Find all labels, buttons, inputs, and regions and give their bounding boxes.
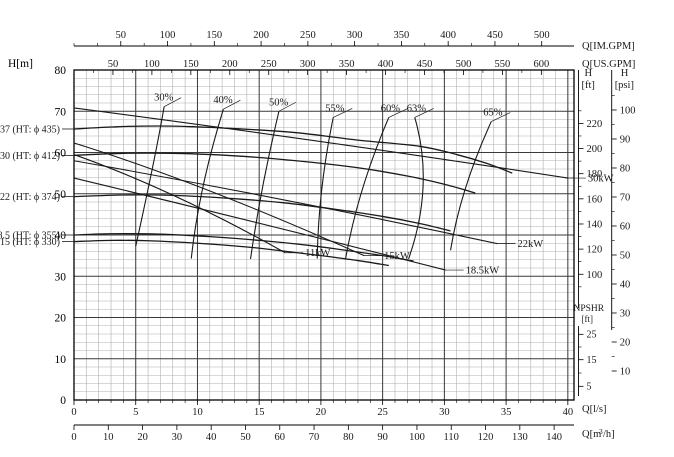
svg-text:120: 120 bbox=[478, 432, 494, 443]
svg-text:500: 500 bbox=[456, 59, 472, 70]
svg-text:80: 80 bbox=[55, 65, 67, 77]
svg-text:150: 150 bbox=[206, 30, 222, 41]
svg-text:10: 10 bbox=[192, 407, 203, 418]
svg-text:100: 100 bbox=[587, 270, 603, 281]
svg-text:[ft]: [ft] bbox=[582, 314, 594, 324]
svg-text:40: 40 bbox=[620, 279, 631, 290]
svg-text:H: H bbox=[585, 68, 593, 79]
svg-text:30: 30 bbox=[439, 407, 450, 418]
svg-text:10: 10 bbox=[103, 432, 114, 443]
svg-text:25: 25 bbox=[587, 330, 597, 341]
svg-text:15: 15 bbox=[587, 355, 597, 366]
svg-text:30kW: 30kW bbox=[588, 174, 614, 185]
svg-text:0: 0 bbox=[71, 407, 76, 418]
svg-text:200: 200 bbox=[253, 30, 269, 41]
svg-text:/h]: /h] bbox=[603, 429, 615, 440]
svg-text:0: 0 bbox=[60, 395, 66, 407]
svg-text:H: H bbox=[621, 68, 629, 79]
svg-text:400: 400 bbox=[440, 30, 456, 41]
svg-text:450: 450 bbox=[487, 30, 503, 41]
svg-text:350: 350 bbox=[339, 59, 355, 70]
svg-text:10: 10 bbox=[620, 367, 631, 378]
svg-text:70: 70 bbox=[55, 106, 67, 118]
svg-text:80: 80 bbox=[343, 432, 354, 443]
svg-text:5: 5 bbox=[133, 407, 138, 418]
svg-text:50: 50 bbox=[108, 59, 119, 70]
svg-text:30: 30 bbox=[55, 271, 67, 283]
svg-text:100: 100 bbox=[160, 30, 176, 41]
svg-text:150: 150 bbox=[183, 59, 199, 70]
svg-text:18.5kW: 18.5kW bbox=[466, 266, 500, 277]
svg-text:60: 60 bbox=[620, 221, 631, 232]
svg-text:15kW: 15kW bbox=[384, 251, 410, 262]
svg-text:37 (HT: ϕ 435): 37 (HT: ϕ 435) bbox=[0, 124, 60, 135]
svg-text:500: 500 bbox=[534, 30, 550, 41]
svg-text:[ft]: [ft] bbox=[582, 80, 595, 91]
svg-text:15 (HT: ϕ 330): 15 (HT: ϕ 330) bbox=[0, 237, 60, 248]
svg-text:20: 20 bbox=[55, 313, 67, 325]
svg-text:120: 120 bbox=[587, 245, 603, 256]
svg-text:Q[l/s]: Q[l/s] bbox=[582, 404, 607, 415]
svg-text:50%: 50% bbox=[269, 97, 289, 108]
svg-text:50: 50 bbox=[240, 432, 251, 443]
svg-text:20: 20 bbox=[137, 432, 148, 443]
svg-text:60%: 60% bbox=[381, 103, 401, 114]
svg-text:30 (HT: ϕ 412): 30 (HT: ϕ 412) bbox=[0, 151, 60, 162]
svg-text:40: 40 bbox=[563, 407, 574, 418]
svg-text:25: 25 bbox=[377, 407, 388, 418]
svg-text:400: 400 bbox=[378, 59, 394, 70]
svg-text:300: 300 bbox=[347, 30, 363, 41]
svg-text:15: 15 bbox=[254, 407, 265, 418]
svg-text:0: 0 bbox=[71, 432, 76, 443]
svg-text:90: 90 bbox=[377, 432, 388, 443]
svg-text:450: 450 bbox=[417, 59, 433, 70]
svg-text:[psi]: [psi] bbox=[615, 80, 634, 91]
svg-text:140: 140 bbox=[587, 219, 603, 230]
svg-text:100: 100 bbox=[409, 432, 425, 443]
svg-text:22kW: 22kW bbox=[517, 239, 543, 250]
svg-text:80: 80 bbox=[620, 163, 631, 174]
svg-text:NPSHR: NPSHR bbox=[574, 304, 605, 314]
svg-text:110: 110 bbox=[444, 432, 459, 443]
svg-text:600: 600 bbox=[533, 59, 549, 70]
svg-text:140: 140 bbox=[546, 432, 562, 443]
svg-text:90: 90 bbox=[620, 134, 631, 145]
svg-text:20: 20 bbox=[316, 407, 327, 418]
svg-text:130: 130 bbox=[512, 432, 528, 443]
svg-text:30: 30 bbox=[172, 432, 183, 443]
svg-text:22 (HT: ϕ 374): 22 (HT: ϕ 374) bbox=[0, 192, 60, 203]
svg-text:300: 300 bbox=[300, 59, 316, 70]
svg-text:35: 35 bbox=[501, 407, 512, 418]
svg-text:200: 200 bbox=[222, 59, 238, 70]
svg-text:250: 250 bbox=[300, 30, 316, 41]
svg-text:100: 100 bbox=[620, 105, 636, 116]
svg-text:50: 50 bbox=[116, 30, 127, 41]
svg-text:63%: 63% bbox=[407, 103, 427, 114]
svg-text:11kW: 11kW bbox=[305, 248, 330, 259]
svg-text:60: 60 bbox=[275, 432, 286, 443]
svg-text:250: 250 bbox=[261, 59, 277, 70]
svg-text:160: 160 bbox=[587, 194, 603, 205]
svg-text:Q[IM.GPM]: Q[IM.GPM] bbox=[582, 41, 635, 52]
svg-text:70: 70 bbox=[620, 192, 631, 203]
svg-text:70: 70 bbox=[309, 432, 320, 443]
svg-text:30%: 30% bbox=[154, 93, 174, 104]
svg-text:220: 220 bbox=[587, 119, 603, 130]
svg-text:5: 5 bbox=[587, 382, 592, 393]
svg-text:550: 550 bbox=[495, 59, 511, 70]
svg-text:55%: 55% bbox=[325, 103, 345, 114]
svg-text:10: 10 bbox=[55, 354, 67, 366]
svg-text:40: 40 bbox=[206, 432, 217, 443]
svg-text:40%: 40% bbox=[213, 95, 233, 106]
svg-text:50: 50 bbox=[620, 250, 631, 261]
svg-text:30: 30 bbox=[620, 308, 631, 319]
svg-text:20: 20 bbox=[620, 338, 631, 349]
svg-text:H[m]: H[m] bbox=[8, 58, 33, 70]
svg-text:200: 200 bbox=[587, 144, 603, 155]
svg-text:100: 100 bbox=[144, 59, 160, 70]
svg-text:350: 350 bbox=[394, 30, 410, 41]
svg-text:65%: 65% bbox=[483, 108, 503, 119]
